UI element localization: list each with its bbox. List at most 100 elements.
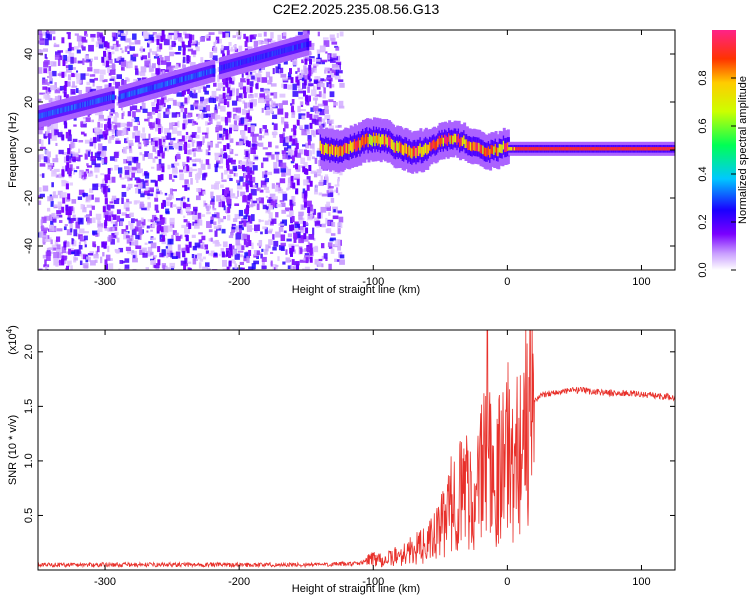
spectrogram-noise-cell [185,135,188,140]
spectrogram-noise-cell [66,229,72,236]
spectrogram-noise-cell [330,57,336,63]
spectrogram-noise-cell [312,148,315,155]
spectrogram-noise-cell [294,223,300,229]
spectrogram-noise-cell [213,41,216,48]
spectrogram-streak-cell [225,133,229,140]
spectrogram-streak-cell [295,76,299,83]
spectrogram-noise-cell [321,118,326,123]
spectrogram-streak-cell [65,94,69,101]
spectrogram-noise-cell [176,114,180,118]
spectrogram-noise-cell [202,256,206,260]
spectrogram-noise-cell [292,60,298,66]
spectrogram-noise-cell [317,147,321,153]
spectrogram-noise-cell [326,190,330,194]
spectrogram-streak-cell [249,174,253,181]
spectrogram-streak-cell [108,215,112,222]
spectrogram-noise-cell [246,225,252,232]
spectrogram-noise-cell [261,256,267,262]
spectrogram-noise-cell [156,186,159,190]
spectrogram-noise-cell [325,217,328,225]
spectrogram-noise-cell [76,73,81,80]
spectrogram-noise-cell [199,159,203,164]
spectrogram-noise-cell [248,204,254,208]
spectrogram-noise-cell [222,268,228,270]
spectrogram-noise-cell [258,97,264,104]
spectrogram-noise-cell [237,190,240,197]
spectrogram-noise-cell [170,252,174,258]
spectrogram-noise-cell [61,246,67,254]
spectrogram-noise-cell [197,86,202,93]
spectrogram-noise-cell [72,152,79,158]
spectrogram-noise-cell [132,53,139,57]
spectrogram-noise-cell [150,229,153,232]
spectrogram-noise-cell [261,261,265,266]
spectrogram-noise-cell [54,129,59,136]
spectrogram-streak-cell [307,139,311,146]
spectrogram-noise-cell [114,231,119,236]
spectrogram-streak-cell [309,113,313,120]
spectrogram-streak-cell [245,241,249,248]
spectrogram-streak-cell [295,261,299,268]
spectrogram-noise-cell [84,153,88,160]
spectrogram-noise-cell [264,227,268,235]
spectrogram-noise-cell [282,154,289,160]
spectrogram-noise-cell [197,219,203,226]
spectrogram-noise-cell [64,224,68,227]
spectrogram-noise-cell [155,53,158,58]
spectrogram-noise-cell [183,219,188,223]
spectrogram-noise-cell [124,267,130,270]
spectrogram-noise-cell [300,226,305,233]
spectrogram-noise-cell [329,34,335,39]
spectrogram-noise-cell [134,226,139,232]
spectrogram-streak-cell [221,251,225,258]
spectrogram-noise-cell [237,250,244,253]
spectrogram-noise-cell [281,209,286,214]
spectrogram-noise-cell [245,212,249,217]
spectrogram-noise-cell [154,204,159,211]
spectrogram-noise-cell [304,221,308,226]
spectrogram-noise-cell [218,201,222,208]
spectrogram-streak-cell [66,265,70,270]
spectrogram-noise-cell [176,92,183,97]
spectrogram-noise-cell [177,37,184,42]
spectrogram-noise-cell [274,184,279,192]
spectrogram-noise-cell [200,96,205,102]
spectrogram-noise-cell [121,80,127,86]
spectrogram-noise-cell [113,116,118,123]
spectrogram-noise-cell [128,142,134,146]
spectrogram-noise-cell [97,143,103,151]
spectrogram-noise-cell [72,158,76,163]
spectrogram-noise-cell [74,33,79,36]
spectrogram-noise-cell [264,170,268,178]
spectrogram-noise-cell [154,151,158,154]
spectrogram-noise-cell [156,220,162,225]
spectrogram-noise-cell [217,102,221,107]
spectrogram-noise-cell [45,251,52,256]
spectrogram-noise-cell [147,52,151,58]
spectrogram-noise-cell [214,252,218,256]
spectrogram-streak-cell [106,42,110,49]
spectrogram-streak-cell [68,248,72,255]
spectrogram-noise-cell [160,60,167,65]
spectrogram-noise-cell [151,73,157,78]
spectrogram-noise-cell [297,88,304,92]
spectrogram-noise-cell [150,259,156,265]
spectrogram-noise-cell [192,215,198,220]
spectrogram-streak-cell [243,195,247,202]
spectrogram-noise-cell [219,156,224,164]
spectrogram-streak-cell [304,190,308,197]
spectrogram-streak-cell [243,220,247,227]
spectrogram-noise-cell [281,77,288,81]
spectrogram-streak-cell [157,174,161,181]
spectrogram-noise-cell [166,132,172,140]
spectrogram-noise-cell [129,212,134,217]
spectrogram-noise-cell [56,244,61,250]
spectrogram-noise-cell [297,31,303,36]
spectrogram-noise-cell [71,199,77,204]
spectrogram-streak-cell [158,138,162,145]
spectrogram-streak-cell [227,111,231,118]
spectrogram-noise-cell [240,191,246,197]
spectrogram-noise-cell [151,51,155,54]
spectrogram-streak-cell [306,96,310,103]
spectrogram-noise-cell [298,217,305,225]
